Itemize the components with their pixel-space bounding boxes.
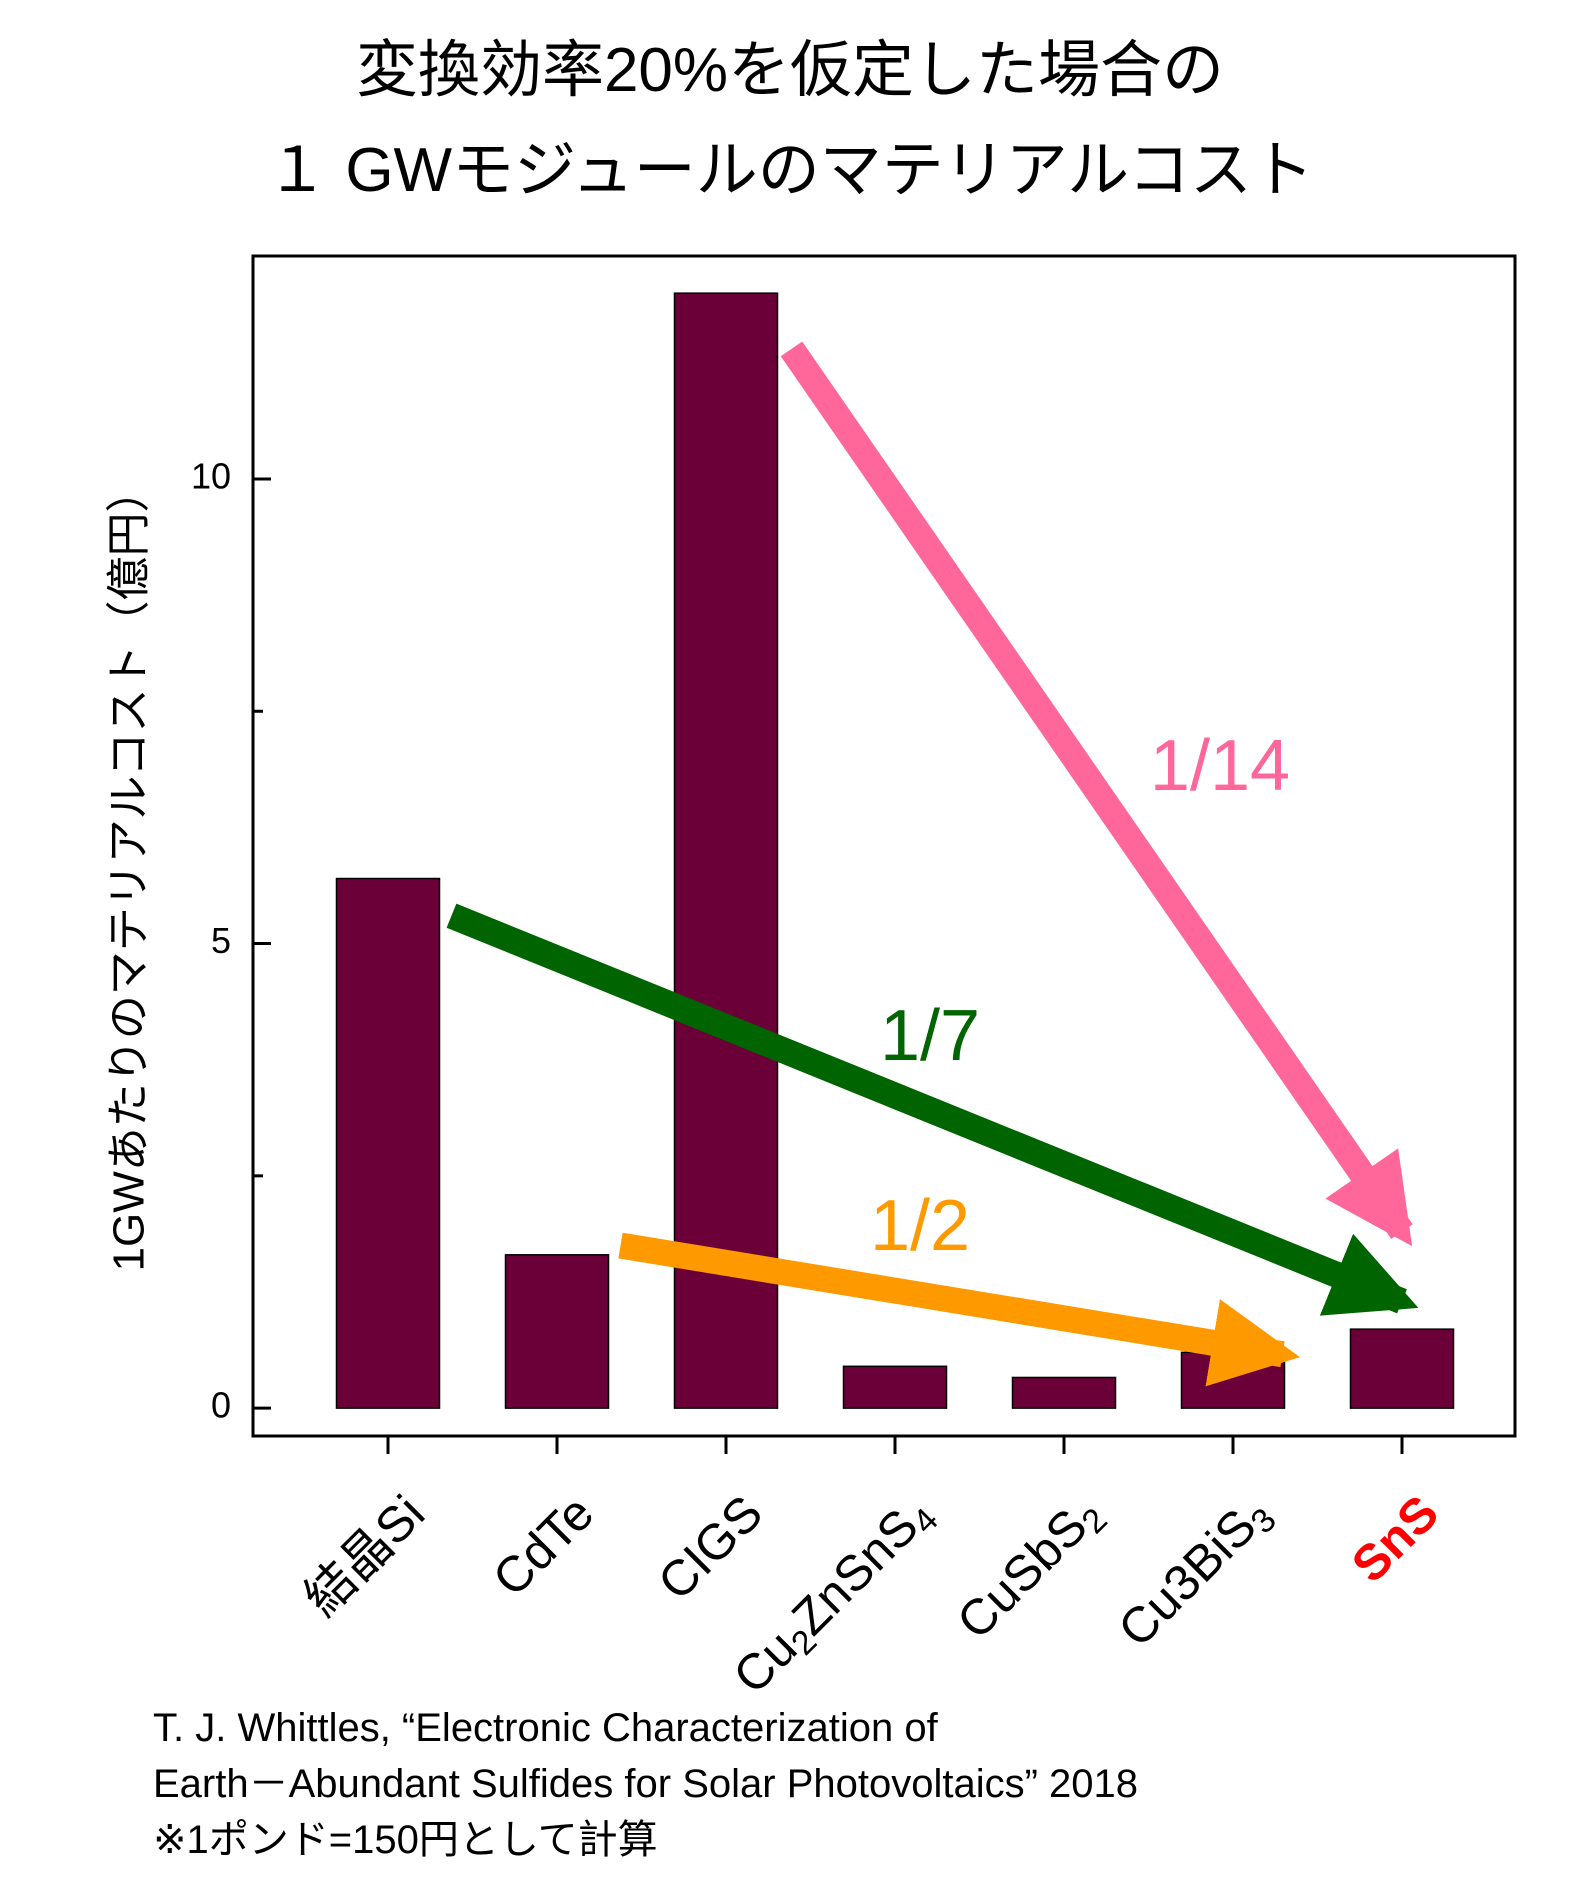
category-label: 結晶Si — [293, 1485, 435, 1627]
ratio-arrow — [780, 341, 1413, 1247]
bar — [1349, 1328, 1455, 1409]
source-line-1: T. J. Whittles, “Electronic Characteriza… — [153, 1706, 938, 1750]
bar — [842, 1365, 948, 1409]
bar — [335, 877, 441, 1409]
source-line-2: Earth－Abundant Sulfides for Solar Photov… — [153, 1762, 1139, 1806]
ratio-arrow — [618, 1232, 1300, 1387]
y-axis-label: 1GWあたりのマテリアルコスト（億円） — [105, 469, 154, 1272]
source-line-3: ※1ポンド=150円として計算 — [153, 1818, 658, 1862]
bars — [335, 292, 1455, 1409]
chart-title-line2: １ GWモジュールのマテリアルコスト — [266, 136, 1314, 205]
y-axis-ticks: 0 5 10 — [191, 456, 271, 1426]
chart-title-line1: 変換効率20%を仮定した場合の — [355, 36, 1225, 105]
bar — [1011, 1376, 1117, 1409]
category-label: CdTe — [482, 1485, 604, 1607]
y-tick-label: 10 — [191, 456, 231, 497]
plot-frame — [251, 254, 1517, 1438]
bar — [504, 1254, 610, 1409]
y-tick-label: 5 — [211, 920, 231, 961]
y-tick-label: 0 — [211, 1385, 231, 1426]
ratio-arrows: 1/14 1/7 1/2 — [446, 341, 1419, 1387]
ratio-label: 1/2 — [870, 1186, 970, 1266]
category-label: Cu3BiS3 — [1107, 1485, 1283, 1661]
ratio-label: 1/14 — [1150, 726, 1290, 806]
bar — [673, 292, 779, 1409]
category-label: CuSbS2 — [946, 1485, 1115, 1654]
ratio-label: 1/7 — [880, 996, 980, 1076]
x-axis-ticks — [386, 1436, 1404, 1454]
category-label: SnS — [1341, 1485, 1449, 1593]
category-label: CIGS — [647, 1485, 773, 1611]
source-note: T. J. Whittles, “Electronic Characteriza… — [153, 1700, 1138, 1868]
ratio-arrow — [446, 903, 1419, 1316]
